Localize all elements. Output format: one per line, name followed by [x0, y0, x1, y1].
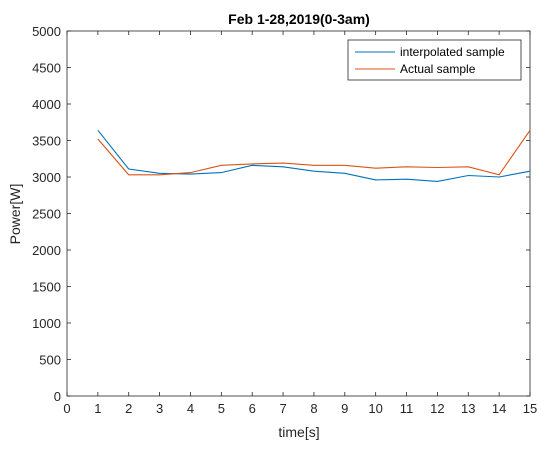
- x-tick-label: 8: [310, 401, 317, 416]
- x-tick-label: 1: [94, 401, 101, 416]
- x-tick-label: 10: [368, 401, 382, 416]
- x-tick-label: 9: [341, 401, 348, 416]
- legend-label-interpolated: interpolated sample: [400, 45, 505, 59]
- y-tick-label: 3500: [32, 134, 61, 149]
- x-tick-label: 14: [492, 401, 506, 416]
- x-axis-label: time[s]: [278, 424, 319, 440]
- x-tick-label: 6: [249, 401, 256, 416]
- x-tick-label: 2: [125, 401, 132, 416]
- plot-area: [66, 30, 531, 397]
- x-tick-label: 15: [523, 401, 537, 416]
- x-tick-label: 13: [461, 401, 475, 416]
- x-tick-label: 11: [400, 401, 414, 416]
- y-tick-label: 0: [54, 389, 61, 404]
- chart-title: Feb 1-28,2019(0-3am): [228, 11, 370, 27]
- x-tick-label: 0: [63, 401, 70, 416]
- x-tick-label: 4: [187, 401, 194, 416]
- y-tick-label: 2500: [32, 207, 61, 222]
- x-tick-label: 3: [156, 401, 163, 416]
- y-tick-label: 2000: [32, 243, 61, 258]
- x-tick-label: 7: [279, 401, 286, 416]
- y-tick-label: 1000: [32, 316, 61, 331]
- x-tick-label: 5: [218, 401, 225, 416]
- legend: interpolated sample Actual sample: [347, 39, 522, 81]
- y-tick-label: 1500: [32, 280, 61, 295]
- legend-box: [347, 39, 522, 81]
- y-axis-label: Power[W]: [7, 184, 23, 245]
- y-tick-label: 500: [39, 353, 61, 368]
- x-tick-label: 12: [430, 401, 444, 416]
- series-line-actual: [97, 129, 531, 176]
- y-tick-label: 5000: [32, 24, 61, 39]
- y-tick-label: 4000: [32, 97, 61, 112]
- y-tick-label: 3000: [32, 170, 61, 185]
- series-lines: [97, 129, 531, 182]
- x-axis-ticks: 0 1 2 3 4 5 6 7 8 9 10 11 12 13 14 15: [63, 31, 537, 416]
- y-tick-label: 4500: [32, 61, 61, 76]
- y-axis-ticks: 0 500 1000 1500 2000 2500 3000 3500 4000 4500 5000: [32, 24, 530, 404]
- legend-label-actual: Actual sample: [400, 62, 476, 76]
